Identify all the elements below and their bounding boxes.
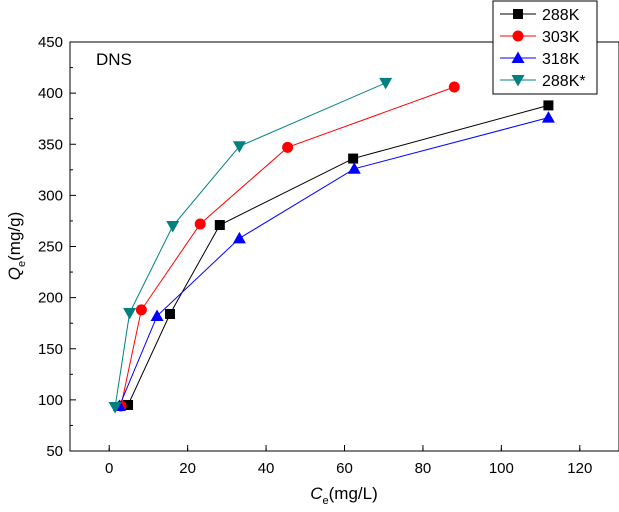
legend-label: 288K* bbox=[542, 73, 586, 90]
legend: 288K 303K 318K 288K* bbox=[492, 0, 598, 95]
data-point bbox=[194, 218, 206, 230]
data-point bbox=[543, 100, 554, 111]
legend-box bbox=[492, 0, 598, 95]
legend-label: 288K bbox=[542, 7, 580, 24]
legend-item: 318K bbox=[500, 51, 580, 68]
y-tick-label: 250 bbox=[38, 239, 63, 256]
x-axis-title-sub: e bbox=[323, 495, 329, 507]
series-layer bbox=[108, 77, 555, 414]
series-line bbox=[120, 86, 455, 407]
legend-label: 318K bbox=[542, 51, 580, 68]
legend-marker bbox=[513, 9, 523, 19]
x-tick-label: 0 bbox=[105, 460, 113, 477]
data-point bbox=[232, 141, 246, 153]
series-line bbox=[127, 104, 549, 406]
series-line bbox=[114, 82, 386, 408]
data-point bbox=[232, 231, 246, 244]
legend-marker bbox=[512, 30, 524, 42]
chart-annotation: DNS bbox=[96, 50, 132, 69]
legend-item: 288K* bbox=[500, 73, 586, 90]
series-288K* bbox=[108, 77, 393, 414]
y-axis-title-unit: (mg/g) bbox=[5, 212, 24, 261]
y-tick-label: 150 bbox=[38, 341, 63, 358]
y-tick-label: 300 bbox=[38, 187, 63, 204]
data-point bbox=[348, 153, 359, 164]
data-point bbox=[379, 77, 393, 90]
y-tick-label: 400 bbox=[38, 85, 63, 102]
data-point bbox=[164, 308, 175, 319]
data-point bbox=[282, 141, 294, 153]
x-axis-title-unit: (mg/L) bbox=[329, 484, 378, 503]
y-tick-label: 350 bbox=[38, 136, 63, 153]
data-point bbox=[347, 162, 361, 174]
data-point bbox=[123, 399, 134, 410]
x-tick-label: 80 bbox=[415, 460, 432, 477]
y-tick-label: 100 bbox=[38, 392, 63, 409]
data-point bbox=[108, 402, 122, 414]
x-axis-title-main: C bbox=[310, 484, 323, 503]
x-axis-title: Ce(mg/L) bbox=[310, 484, 378, 507]
legend-marker bbox=[511, 75, 525, 87]
series-288K bbox=[123, 100, 554, 410]
y-axis-title-main: Q bbox=[5, 267, 24, 280]
x-tick-label: 40 bbox=[258, 460, 275, 477]
data-point bbox=[166, 221, 180, 233]
series-303K bbox=[115, 81, 460, 412]
legend-marker bbox=[511, 51, 525, 63]
y-tick-label: 200 bbox=[38, 290, 63, 307]
y-axis-title: Qe(mg/g) bbox=[5, 212, 28, 280]
x-tick-label: 20 bbox=[179, 460, 196, 477]
legend-label: 303K bbox=[542, 29, 580, 46]
data-point bbox=[135, 304, 147, 316]
legend-item: 303K bbox=[500, 29, 580, 46]
axes-layer bbox=[69, 41, 619, 452]
legend-item: 288K bbox=[500, 7, 580, 24]
x-tick-label: 100 bbox=[489, 460, 514, 477]
series-line bbox=[118, 117, 549, 407]
series-318K bbox=[112, 111, 555, 412]
data-point bbox=[541, 111, 555, 123]
data-point bbox=[150, 309, 164, 322]
plot-frame bbox=[69, 41, 619, 452]
tick-layer: 0 20 40 60 80 100 120 50 100 150 200 250 300 350 400 45… bbox=[38, 34, 592, 477]
y-axis-title-sub: e bbox=[16, 261, 28, 267]
data-point bbox=[214, 220, 225, 231]
y-tick-label: 50 bbox=[46, 443, 63, 460]
y-tick-label: 450 bbox=[38, 34, 63, 51]
x-tick-label: 60 bbox=[336, 460, 353, 477]
data-point bbox=[123, 307, 137, 320]
x-tick-label: 120 bbox=[567, 460, 592, 477]
data-point bbox=[448, 81, 460, 93]
